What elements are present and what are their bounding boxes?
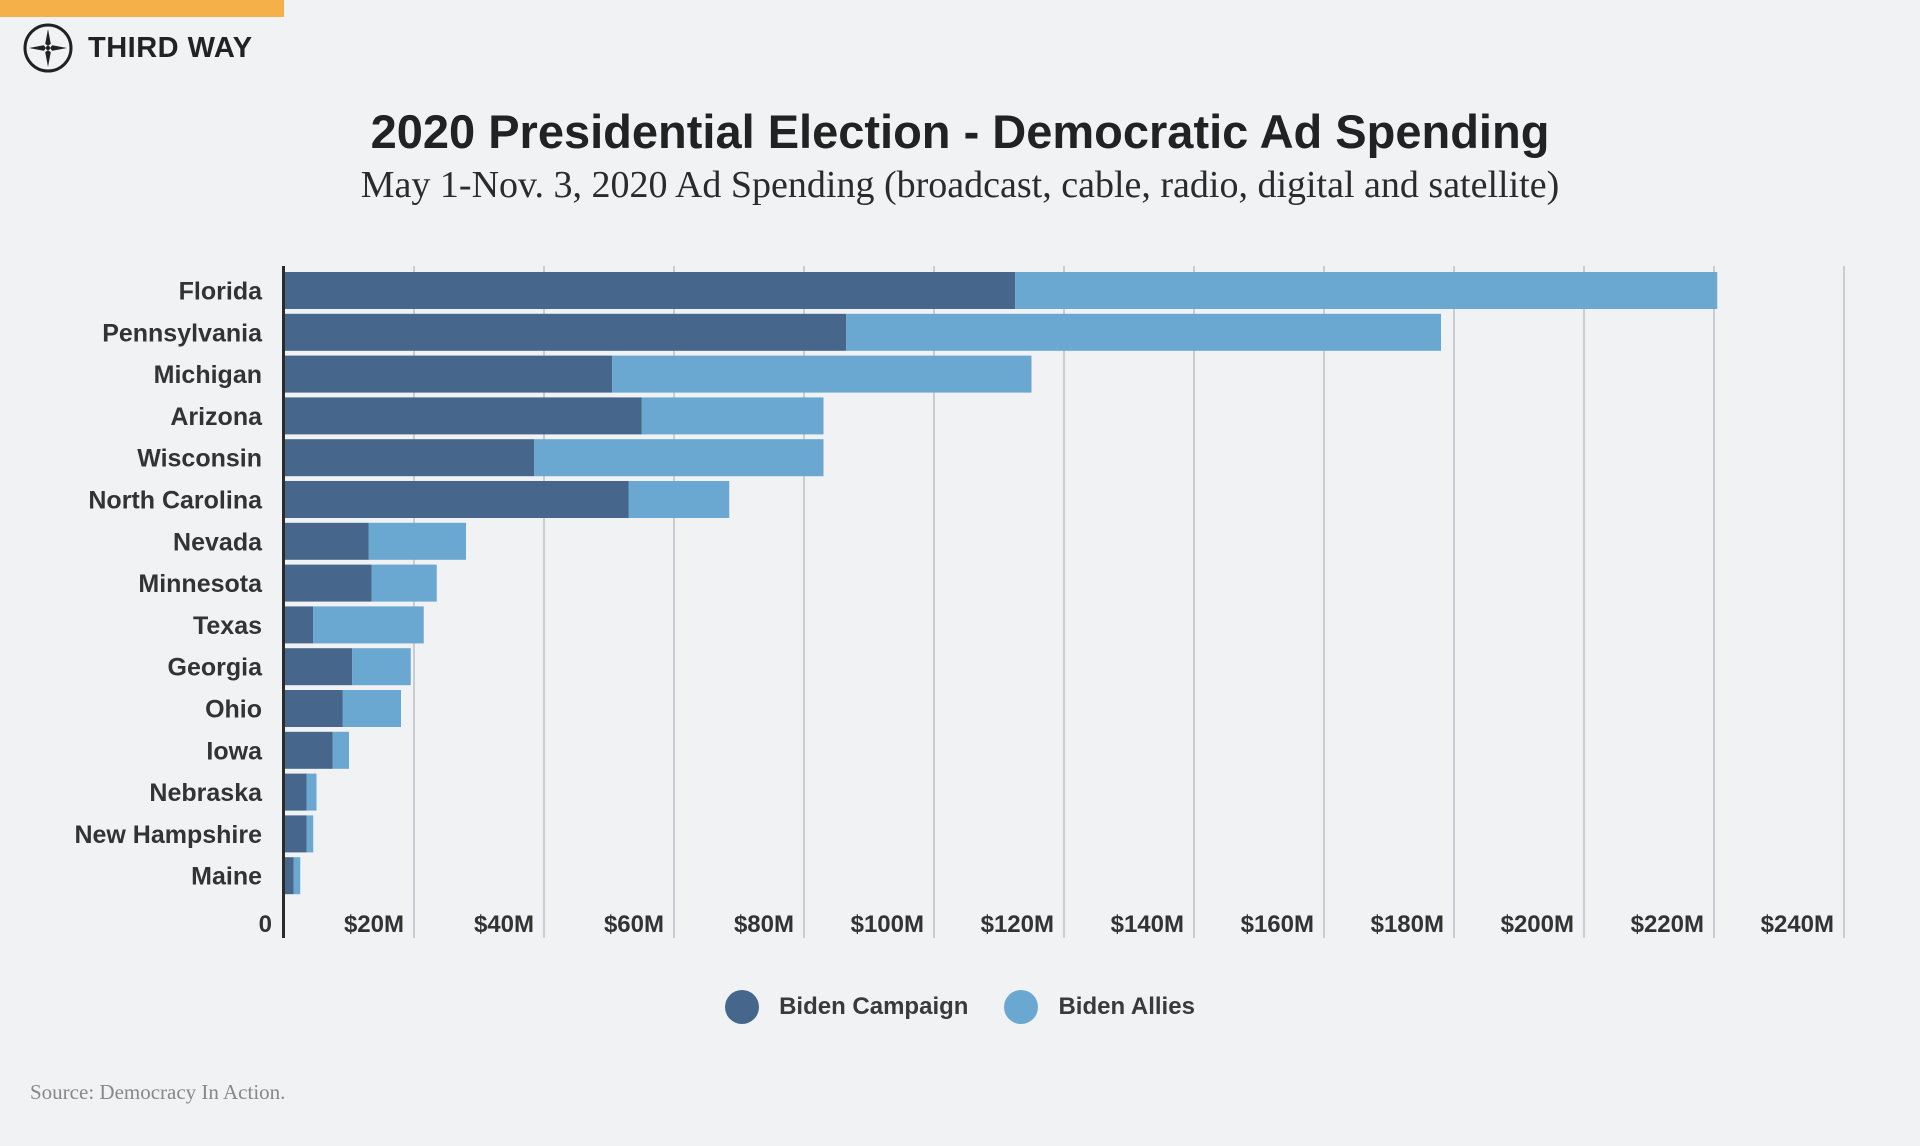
bar-allies bbox=[352, 648, 411, 686]
category-label: Pennsylvania bbox=[102, 319, 263, 347]
legend-label-campaign: Biden Campaign bbox=[779, 993, 969, 1020]
legend: Biden Campaign Biden Allies bbox=[0, 990, 1920, 1024]
x-tick-label: $40M bbox=[474, 911, 534, 938]
brand: THIRD WAY bbox=[22, 22, 253, 74]
bar-campaign bbox=[284, 648, 353, 686]
x-tick-label: $240M bbox=[1761, 911, 1834, 938]
top-accent-bar bbox=[0, 0, 284, 17]
bar-campaign bbox=[284, 522, 369, 560]
x-tick-label: $80M bbox=[734, 911, 794, 938]
legend-item-campaign: Biden Campaign bbox=[725, 990, 968, 1024]
category-label: Iowa bbox=[206, 737, 263, 765]
bar-allies bbox=[313, 606, 424, 644]
bar-campaign bbox=[284, 355, 613, 393]
category-label: Maine bbox=[191, 863, 262, 891]
bar-campaign bbox=[284, 690, 343, 727]
bar-campaign bbox=[284, 313, 847, 351]
x-tick-label: $20M bbox=[344, 911, 404, 938]
bar-campaign bbox=[284, 272, 1016, 309]
x-tick-label: $220M bbox=[1631, 911, 1704, 938]
bar-allies bbox=[342, 690, 401, 727]
category-label: Texas bbox=[193, 612, 262, 640]
x-tick-label: 0 bbox=[259, 911, 272, 938]
bar-allies bbox=[534, 439, 824, 477]
legend-swatch-campaign bbox=[725, 990, 760, 1024]
bar-campaign bbox=[284, 439, 535, 477]
bar-campaign bbox=[284, 731, 333, 769]
brand-name: THIRD WAY bbox=[88, 31, 253, 64]
bar-allies bbox=[846, 313, 1441, 351]
category-label: North Carolina bbox=[88, 487, 263, 515]
x-tick-label: $100M bbox=[851, 911, 924, 938]
bar-allies bbox=[612, 355, 1032, 393]
bar-allies bbox=[1015, 272, 1718, 309]
x-tick-label: $160M bbox=[1241, 911, 1314, 938]
chart-subtitle: May 1-Nov. 3, 2020 Ad Spending (broadcas… bbox=[360, 164, 1560, 206]
category-label: New Hampshire bbox=[74, 821, 262, 849]
bar-campaign bbox=[284, 606, 314, 644]
bar-allies bbox=[641, 397, 824, 435]
category-label: Nebraska bbox=[149, 779, 263, 807]
x-tick-label: $60M bbox=[604, 911, 664, 938]
bar-campaign bbox=[284, 773, 307, 811]
bar-campaign bbox=[284, 397, 642, 435]
source-note: Source: Democracy In Action. bbox=[30, 1080, 286, 1104]
x-tick-label: $200M bbox=[1501, 911, 1574, 938]
bar-allies bbox=[306, 815, 314, 853]
category-label: Ohio bbox=[205, 696, 262, 724]
bar-campaign bbox=[284, 857, 294, 895]
bar-campaign bbox=[284, 815, 307, 853]
category-label: Arizona bbox=[170, 403, 263, 431]
category-label: Florida bbox=[179, 278, 263, 306]
bar-allies bbox=[293, 857, 301, 895]
legend-swatch-allies bbox=[1004, 990, 1039, 1024]
bar-allies bbox=[332, 731, 349, 769]
category-label: Georgia bbox=[168, 654, 264, 682]
bar-allies bbox=[371, 564, 437, 602]
x-tick-label: $140M bbox=[1111, 911, 1184, 938]
x-tick-label: $180M bbox=[1371, 911, 1444, 938]
bar-allies bbox=[306, 773, 317, 811]
x-tick-label: $120M bbox=[981, 911, 1054, 938]
bar-campaign bbox=[284, 564, 372, 602]
bar-allies bbox=[368, 522, 466, 560]
category-label: Minnesota bbox=[138, 570, 263, 598]
legend-label-allies: Biden Allies bbox=[1058, 993, 1195, 1020]
bar-allies bbox=[628, 481, 730, 518]
compass-star-icon bbox=[23, 23, 73, 73]
chart-title: 2020 Presidential Election - Democratic … bbox=[370, 105, 1550, 158]
category-label: Nevada bbox=[173, 528, 263, 556]
bar-chart: Florida Pennsylvania Michigan Arizona Wiscon… bbox=[74, 266, 1845, 938]
category-label: Michigan bbox=[154, 361, 262, 389]
legend-item-allies: Biden Allies bbox=[1004, 990, 1195, 1024]
category-label: Wisconsin bbox=[137, 445, 262, 473]
bar-campaign bbox=[284, 481, 629, 518]
